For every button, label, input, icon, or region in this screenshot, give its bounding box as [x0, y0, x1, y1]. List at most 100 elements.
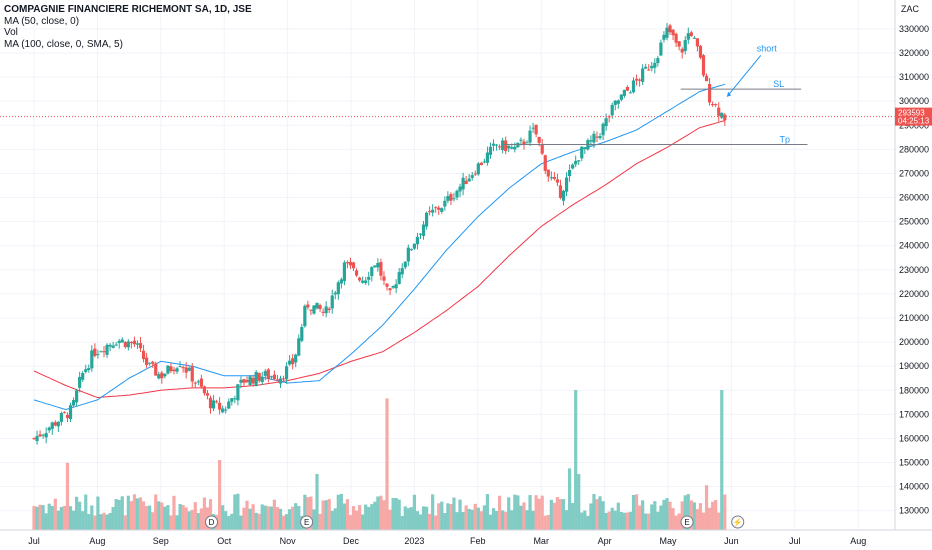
x-tick-label: Dec	[343, 536, 360, 546]
candle	[409, 249, 413, 251]
volume-bar	[385, 398, 389, 530]
candle	[561, 190, 566, 201]
volume-bar	[549, 499, 553, 530]
candle	[114, 344, 118, 346]
y-tick-label: 190000	[899, 361, 929, 371]
candle	[598, 136, 602, 139]
volume-bar	[260, 504, 264, 530]
volume-bar	[467, 508, 471, 530]
candle	[513, 146, 517, 150]
ma50-indicator-label[interactable]: MA (50, close, 0)	[4, 15, 80, 27]
candle	[519, 139, 523, 141]
candle	[592, 133, 596, 143]
volume-bar	[154, 494, 158, 530]
candle	[202, 386, 207, 394]
event-marker[interactable]	[680, 515, 694, 529]
volume-bar	[348, 515, 353, 530]
candle	[479, 162, 483, 166]
candle	[580, 146, 584, 159]
volume-bar	[571, 502, 575, 530]
volume-bar	[561, 499, 566, 530]
volume-bar	[120, 496, 124, 530]
ma50-line[interactable]	[33, 83, 726, 411]
volume-bar	[138, 497, 143, 530]
x-tick-label: May	[659, 536, 677, 546]
candle	[148, 362, 152, 364]
candle	[647, 69, 651, 71]
candle	[701, 55, 706, 76]
candle	[665, 27, 669, 38]
volume-bar	[546, 514, 550, 530]
volume-bar	[415, 511, 420, 530]
volume-bar	[543, 515, 547, 530]
candle	[318, 305, 322, 310]
candle	[312, 305, 316, 314]
candle	[117, 340, 121, 344]
candle	[674, 33, 678, 43]
candle	[574, 160, 578, 165]
current-price-tag[interactable]	[895, 107, 932, 126]
volume-bar	[132, 494, 137, 530]
volume-bar	[358, 505, 362, 530]
volume-bar	[230, 513, 234, 530]
candle	[431, 209, 435, 213]
y-tick-label: 160000	[899, 433, 929, 443]
candle	[205, 393, 210, 396]
candle	[187, 367, 191, 371]
candle	[473, 173, 477, 175]
candle	[446, 196, 450, 201]
volume-bar	[236, 493, 240, 530]
candle	[424, 212, 429, 227]
candle	[449, 193, 453, 201]
candle	[120, 339, 124, 343]
candle	[549, 177, 553, 179]
candle	[470, 175, 474, 178]
volume-bar	[717, 512, 721, 530]
symbol-title[interactable]: COMPAGNIE FINANCIERE RICHEMONT SA, 1D, J…	[4, 4, 252, 15]
volume-bar	[111, 506, 115, 530]
volume-indicator-label[interactable]: Vol	[4, 27, 18, 38]
event-marker[interactable]	[300, 515, 314, 529]
y-tick-label: 300000	[899, 96, 929, 106]
volume-bar	[321, 500, 325, 530]
ma100-line[interactable]	[33, 120, 726, 399]
volume-bar	[81, 511, 85, 530]
candle	[543, 155, 547, 171]
candle	[181, 367, 185, 369]
candle	[306, 304, 310, 308]
candle	[528, 130, 532, 143]
volume-bar	[592, 494, 596, 530]
event-marker[interactable]	[205, 515, 219, 529]
candle	[163, 373, 167, 377]
candle	[336, 282, 340, 295]
volume-bar	[190, 509, 194, 530]
candle	[90, 350, 94, 369]
volume-bar	[574, 390, 578, 530]
ma100-indicator-label[interactable]: MA (100, close, 0, SMA, 5)	[4, 38, 123, 50]
volume-bar	[303, 494, 307, 530]
volume-bar	[607, 511, 611, 530]
volume-bar	[62, 505, 67, 530]
candle	[221, 408, 225, 413]
volume-bar	[221, 505, 225, 530]
candle	[668, 25, 672, 33]
candle	[278, 378, 283, 384]
x-tick-label: 2023	[404, 536, 424, 546]
candle	[81, 372, 85, 380]
volume-bar	[674, 515, 678, 530]
volume-bar	[622, 512, 626, 530]
candle	[656, 58, 660, 64]
volume-bar	[47, 503, 51, 530]
event-marker[interactable]	[731, 515, 745, 529]
volume-bar	[455, 512, 459, 530]
candle	[53, 422, 57, 426]
candle	[78, 376, 82, 388]
candle	[193, 382, 197, 384]
candle	[35, 436, 39, 442]
volume-bar	[628, 511, 633, 530]
y-tick-label: 250000	[899, 217, 929, 227]
candle	[175, 368, 179, 372]
candle	[564, 177, 569, 192]
candle	[522, 141, 526, 145]
